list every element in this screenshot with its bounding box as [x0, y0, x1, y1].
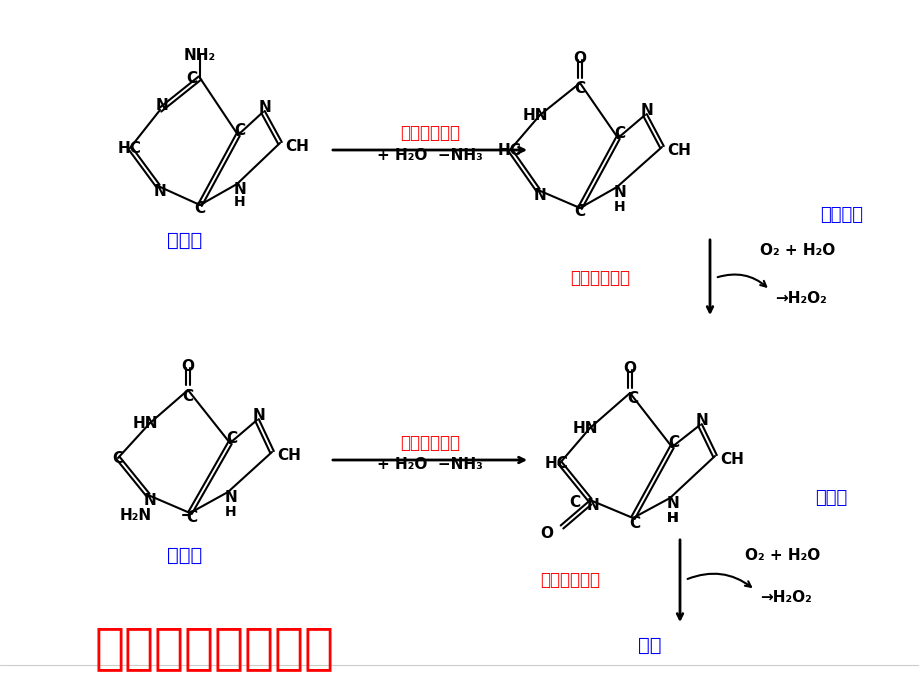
Text: N: N — [613, 184, 626, 199]
Text: N: N — [533, 188, 546, 202]
Text: N: N — [155, 97, 168, 112]
Text: N: N — [143, 493, 156, 508]
Text: O₂ + H₂O: O₂ + H₂O — [744, 547, 820, 562]
Text: O: O — [573, 50, 586, 66]
Text: CH: CH — [277, 448, 301, 462]
Text: N: N — [586, 497, 598, 513]
Text: HN: HN — [522, 108, 547, 123]
Text: HC: HC — [544, 455, 568, 471]
Text: 腺嘌呤脱氨酶: 腺嘌呤脱氨酶 — [400, 124, 460, 142]
Text: H: H — [666, 511, 678, 525]
Text: 黄嘌呤: 黄嘌呤 — [814, 489, 846, 507]
Text: H: H — [666, 511, 678, 525]
Text: HN: HN — [572, 420, 597, 435]
Text: →H₂O₂: →H₂O₂ — [774, 290, 826, 306]
Text: O: O — [540, 526, 553, 542]
Text: H: H — [234, 195, 245, 209]
Text: O: O — [623, 360, 636, 375]
Text: C: C — [568, 495, 579, 509]
Text: C: C — [668, 435, 679, 449]
Text: N: N — [666, 495, 678, 511]
Text: C: C — [182, 388, 193, 404]
Text: C: C — [614, 126, 625, 141]
Text: N: N — [233, 181, 246, 197]
Text: C: C — [573, 204, 584, 219]
Text: C: C — [194, 201, 205, 215]
Text: C: C — [629, 515, 640, 531]
Text: HC: HC — [118, 141, 142, 155]
Text: N: N — [224, 489, 237, 504]
Text: C: C — [234, 123, 245, 137]
Text: HN: HN — [132, 415, 157, 431]
Text: H: H — [666, 511, 678, 525]
Text: CH: CH — [285, 139, 309, 153]
Text: + H₂O  −NH₃: + H₂O −NH₃ — [377, 148, 482, 163]
Text: 次黄嘌呤: 次黄嘌呤 — [819, 206, 862, 224]
Text: HC: HC — [497, 143, 521, 157]
Text: N: N — [695, 413, 708, 428]
Text: →H₂O₂: →H₂O₂ — [759, 591, 811, 606]
Text: CH: CH — [720, 451, 743, 466]
Text: NH₂: NH₂ — [184, 48, 216, 63]
Text: C: C — [187, 70, 198, 86]
Text: 黄嘌呤氧化酶: 黄嘌呤氧化酶 — [539, 571, 599, 589]
Text: 黄嘌呤氧化酶: 黄嘌呤氧化酶 — [570, 269, 630, 287]
Text: O₂ + H₂O: O₂ + H₂O — [759, 242, 834, 257]
Text: C: C — [112, 451, 123, 466]
Text: CH: CH — [666, 143, 690, 157]
Text: 嘌呤碱的分解代谢: 嘌呤碱的分解代谢 — [95, 624, 335, 672]
Text: + H₂O  −NH₃: + H₂O −NH₃ — [377, 457, 482, 471]
Text: H: H — [614, 200, 625, 214]
Text: N: N — [253, 408, 265, 422]
Text: C: C — [627, 391, 638, 406]
Text: H₂N: H₂N — [119, 508, 152, 522]
Text: C: C — [573, 81, 584, 95]
Text: 尿酸: 尿酸 — [638, 635, 661, 655]
Text: O: O — [181, 359, 194, 373]
Text: N: N — [153, 184, 166, 199]
Text: 腺嘌呤: 腺嘌呤 — [167, 230, 202, 250]
Text: 鸟嘌呤: 鸟嘌呤 — [167, 546, 202, 564]
Text: N: N — [258, 99, 271, 115]
Text: 鸟嘌呤脱氨酶: 鸟嘌呤脱氨酶 — [400, 434, 460, 452]
Text: N: N — [640, 103, 652, 117]
Text: H: H — [225, 505, 236, 519]
Text: C: C — [226, 431, 237, 446]
Text: C: C — [187, 511, 198, 526]
